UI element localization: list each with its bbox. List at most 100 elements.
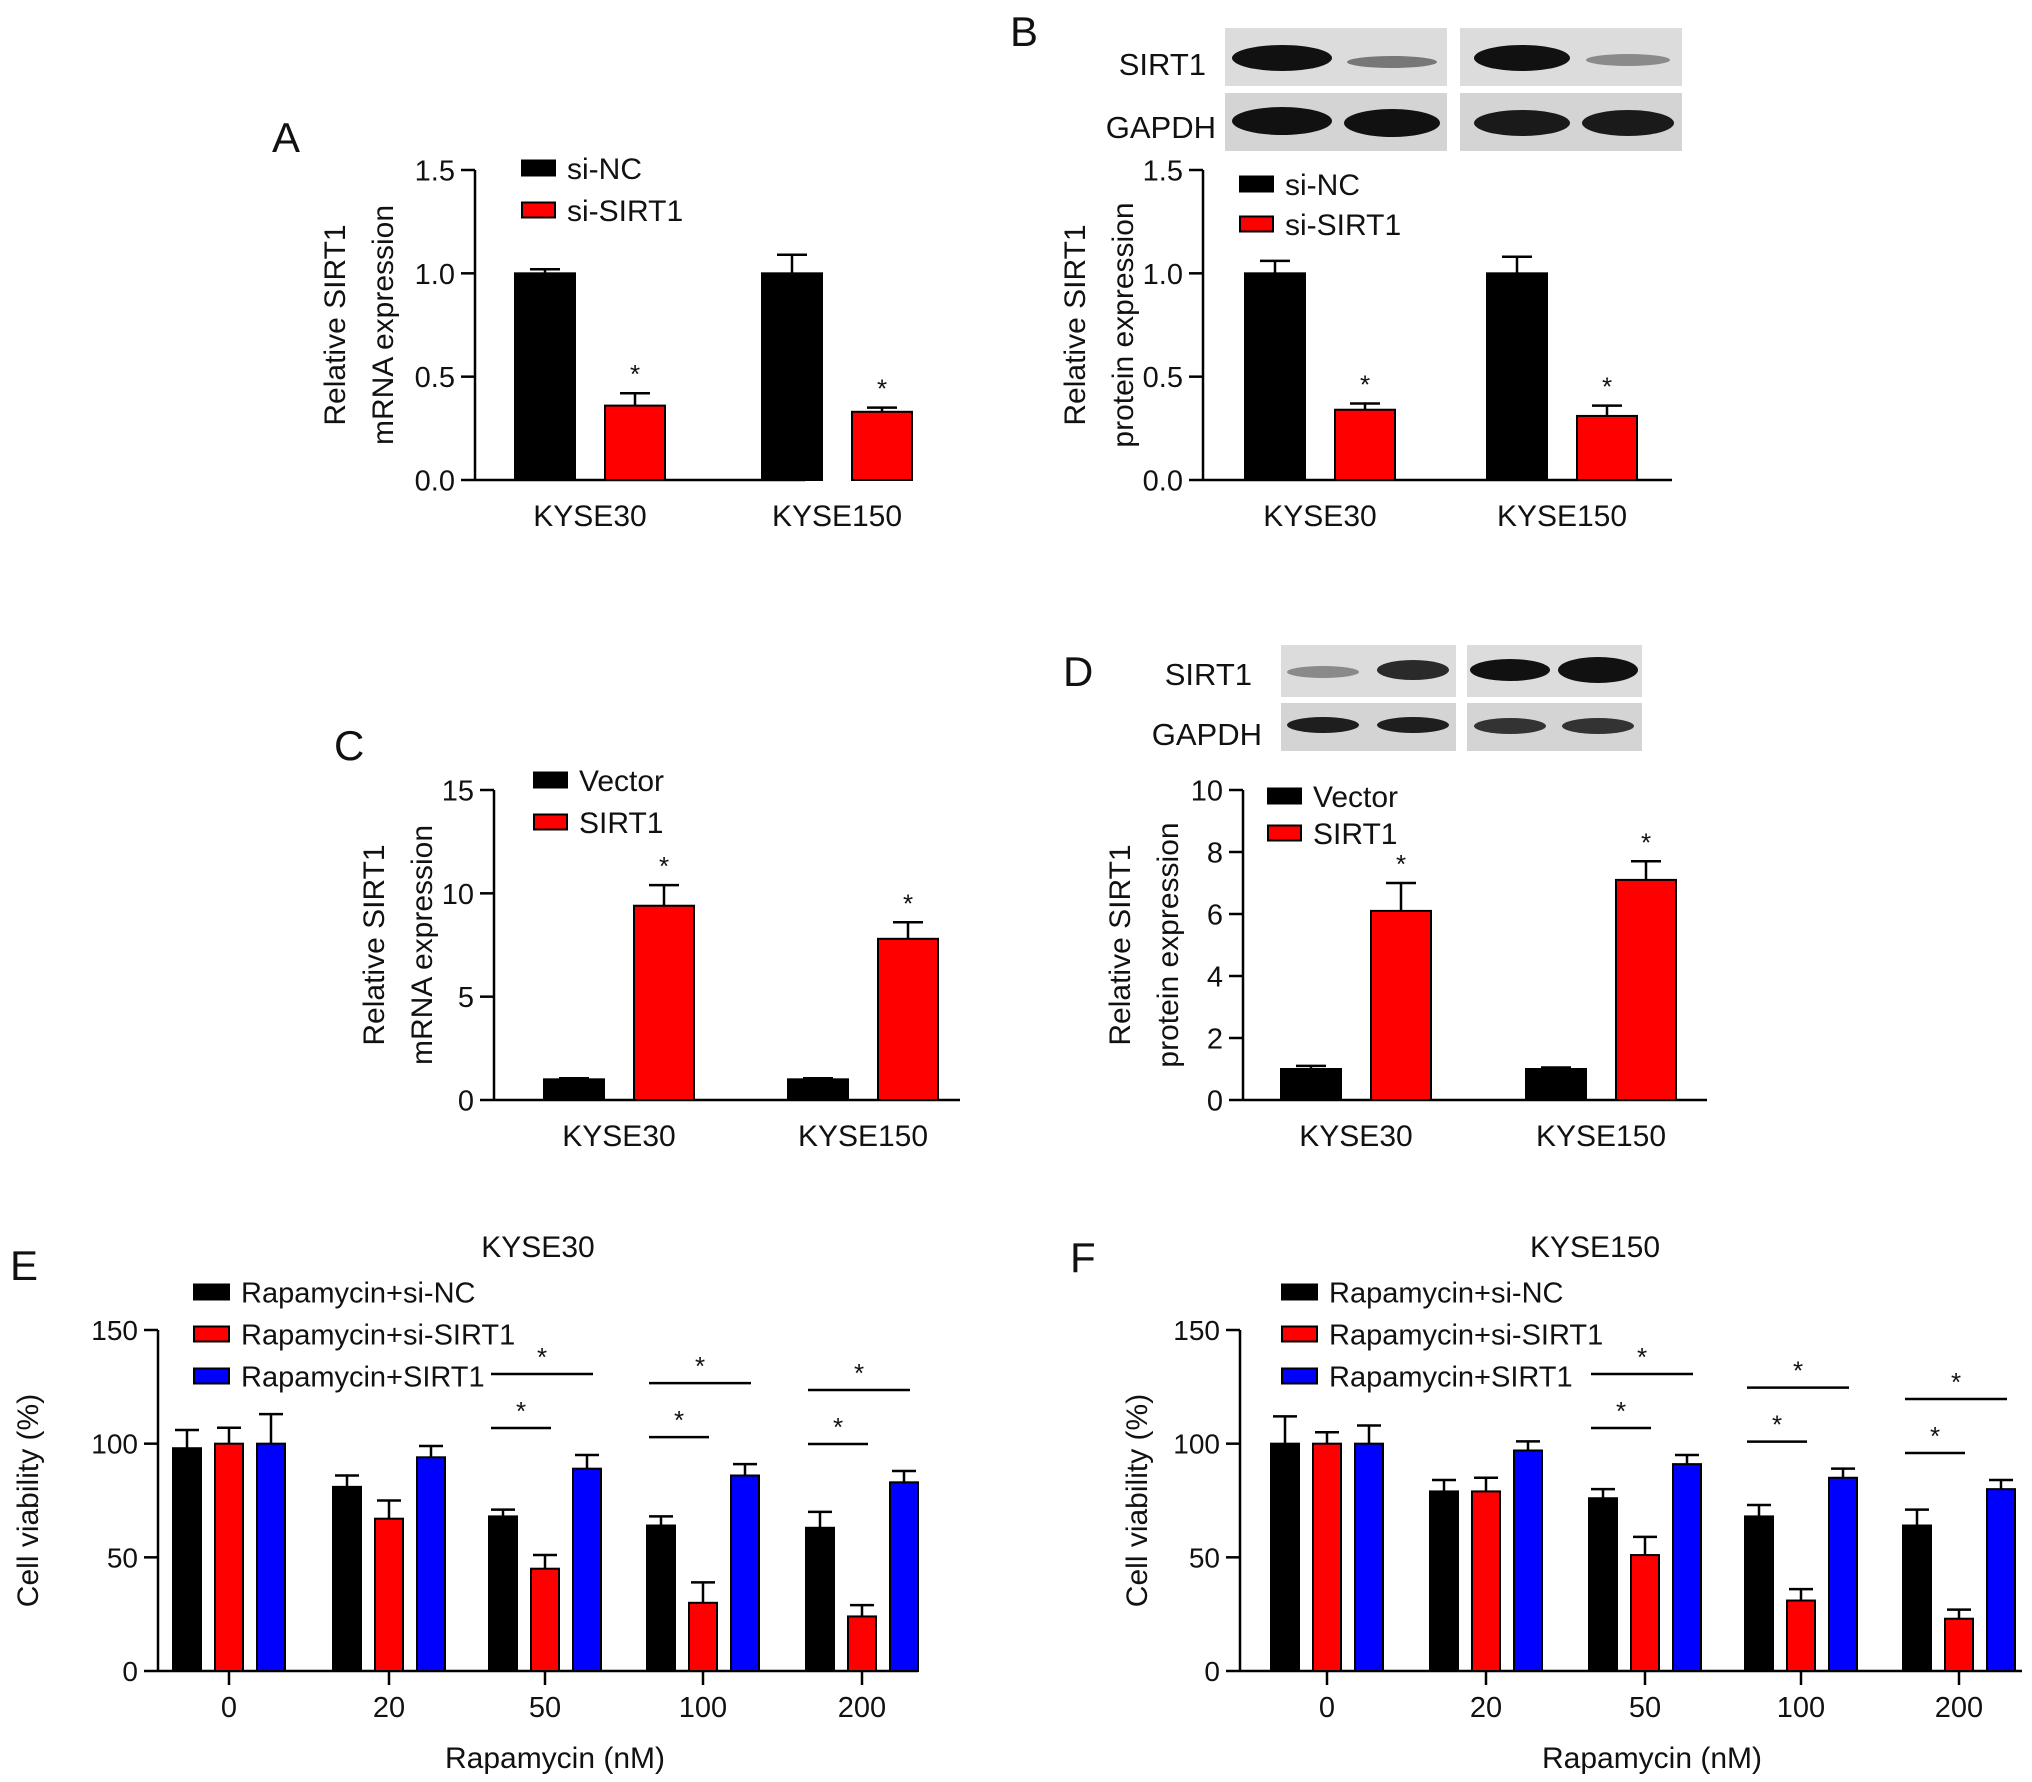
y-tick-label: 0 bbox=[1204, 1656, 1220, 1687]
legend-swatch bbox=[1281, 1283, 1318, 1301]
legend-label: Rapamycin+si-NC bbox=[241, 1277, 475, 1309]
bar-si-sirt1 bbox=[851, 410, 913, 481]
bar-rapamycin-si-nc bbox=[646, 1524, 676, 1673]
bar-rapamycin-si-sirt1 bbox=[847, 1615, 877, 1672]
blot-d-gapdh-label: GAPDH bbox=[1152, 717, 1262, 752]
legend-swatch bbox=[521, 159, 556, 177]
chart-panel-b: 0.0 0.5 1.0 1.5 Relative SIRT1 protein expres… bbox=[1059, 155, 1672, 533]
bar-rapamycin-sirt1 bbox=[256, 1442, 286, 1672]
panel-letter-d: D bbox=[1063, 648, 1093, 695]
bar-rapamycin-sirt1 bbox=[730, 1474, 760, 1672]
bar-rapamycin-si-nc bbox=[172, 1447, 202, 1673]
blot-b-sirt1-band bbox=[1347, 56, 1437, 68]
x-tick-label: 200 bbox=[838, 1692, 886, 1724]
y-tick-label: 4 bbox=[1207, 961, 1223, 993]
bar-rapamycin-sirt1 bbox=[416, 1456, 446, 1672]
legend-label: Rapamycin+SIRT1 bbox=[241, 1361, 485, 1393]
x-tick-label: 20 bbox=[1470, 1692, 1502, 1724]
western-blot-b: SIRT1 GAPDH bbox=[1106, 28, 1682, 151]
bar-rapamycin-si-nc bbox=[1429, 1490, 1459, 1672]
bar-rapamycin-si-sirt1 bbox=[1944, 1617, 1974, 1673]
panel-letter-b: B bbox=[1010, 8, 1038, 55]
y-tick-label: 0 bbox=[458, 1085, 474, 1117]
x-tick-label: 50 bbox=[529, 1692, 561, 1724]
panel-letter-a: A bbox=[272, 114, 300, 161]
bar-rapamycin-si-sirt1 bbox=[530, 1567, 560, 1672]
x-tick-label: KYSE30 bbox=[562, 1120, 675, 1153]
blot-b-gapdh-band bbox=[1474, 110, 1570, 136]
bar-vector bbox=[1525, 1068, 1587, 1101]
bar-rapamycin-si-nc bbox=[1744, 1515, 1774, 1672]
bar-si-sirt1 bbox=[604, 404, 666, 482]
bar-vector bbox=[543, 1078, 605, 1102]
significance-star: * bbox=[903, 888, 913, 918]
legend-label: Rapamycin+SIRT1 bbox=[1329, 1361, 1573, 1393]
y-tick-label: 0.5 bbox=[1143, 362, 1183, 394]
blot-d-gapdh-band bbox=[1287, 717, 1359, 733]
bar-rapamycin-si-sirt1 bbox=[688, 1601, 718, 1673]
legend-label: SIRT1 bbox=[579, 807, 663, 840]
x-tick-label: KYSE150 bbox=[798, 1120, 928, 1153]
x-tick-label: KYSE150 bbox=[772, 500, 902, 533]
bar-rapamycin-si-sirt1 bbox=[1786, 1599, 1816, 1672]
legend-swatch bbox=[193, 1325, 230, 1343]
y-axis-label: protein expression bbox=[1107, 202, 1140, 447]
bar-rapamycin-si-nc bbox=[1270, 1442, 1300, 1672]
significance-star: * bbox=[1793, 1356, 1803, 1386]
bar-si-nc bbox=[514, 272, 576, 482]
y-tick-label: 50 bbox=[1189, 1542, 1220, 1573]
significance-star: * bbox=[1951, 1367, 1961, 1397]
legend-swatch bbox=[1239, 215, 1274, 233]
panel-letter-e: E bbox=[10, 1242, 38, 1289]
y-tick-label: 100 bbox=[91, 1429, 138, 1460]
legend-swatch bbox=[1281, 1325, 1318, 1343]
y-tick-label: 150 bbox=[91, 1315, 138, 1346]
y-tick-label: 0 bbox=[122, 1656, 138, 1687]
blot-b-sirt1-label: SIRT1 bbox=[1119, 47, 1206, 82]
legend-label: SIRT1 bbox=[1313, 818, 1397, 851]
y-axis-label: mRNA expression bbox=[367, 205, 400, 445]
legend-swatch bbox=[1267, 824, 1302, 842]
chart-panel-e: 0 50 100 150 Cell viability (%) 0 20 50 100 200 * *… bbox=[12, 1231, 919, 1775]
x-tick-label: 0 bbox=[221, 1692, 237, 1724]
legend-swatch bbox=[533, 771, 568, 789]
legend-label: si-NC bbox=[1285, 169, 1360, 202]
chart-panel-d: 0 2 4 6 8 10 Relative SIRT1 protein expression K… bbox=[1104, 775, 1707, 1153]
y-axis-label: Relative SIRT1 bbox=[319, 224, 352, 425]
y-tick-label: 0.5 bbox=[415, 362, 455, 394]
legend-label: Vector bbox=[1313, 781, 1398, 814]
y-tick-label: 0 bbox=[1207, 1085, 1223, 1117]
blot-b-gapdh-band bbox=[1344, 109, 1440, 137]
legend-label: Rapamycin+si-SIRT1 bbox=[241, 1319, 515, 1351]
significance-star: * bbox=[833, 1412, 843, 1442]
blot-d-sirt1-label: SIRT1 bbox=[1165, 657, 1252, 692]
significance-star: * bbox=[1930, 1421, 1940, 1451]
significance-star: * bbox=[854, 1358, 864, 1388]
bar-rapamycin-si-nc bbox=[488, 1515, 518, 1672]
y-tick-label: 1.5 bbox=[1143, 155, 1183, 187]
charts: 0.0 0.5 1.0 1.5 Relative SIRT1 mRNA expressio… bbox=[12, 153, 2022, 1775]
legend-swatch bbox=[1267, 787, 1302, 805]
bar-rapamycin-si-nc bbox=[805, 1526, 835, 1673]
chart-title: KYSE150 bbox=[1530, 1231, 1660, 1264]
y-tick-label: 150 bbox=[1173, 1315, 1220, 1346]
y-tick-label: 0.0 bbox=[415, 465, 455, 497]
blot-d-sirt1-band bbox=[1470, 659, 1550, 681]
bar-si-nc bbox=[761, 272, 823, 482]
legend-swatch bbox=[1281, 1367, 1318, 1385]
bar-sirt1 bbox=[1370, 909, 1432, 1102]
bar-si-sirt1 bbox=[1334, 408, 1396, 482]
legend-swatch bbox=[533, 813, 568, 831]
legend-label: Rapamycin+si-SIRT1 bbox=[1329, 1319, 1603, 1351]
x-tick-label: KYSE150 bbox=[1497, 500, 1627, 533]
y-axis-label: Relative SIRT1 bbox=[358, 844, 391, 1045]
legend-swatch bbox=[521, 201, 556, 219]
bar-rapamycin-sirt1 bbox=[1672, 1463, 1702, 1673]
significance-star: * bbox=[1616, 1396, 1626, 1426]
x-axis-label: Rapamycin (nM) bbox=[1542, 1742, 1762, 1775]
bar-si-nc bbox=[1244, 272, 1306, 482]
significance-star: * bbox=[1637, 1342, 1647, 1372]
legend-label: si-SIRT1 bbox=[567, 195, 683, 228]
legend-swatch bbox=[193, 1283, 230, 1301]
